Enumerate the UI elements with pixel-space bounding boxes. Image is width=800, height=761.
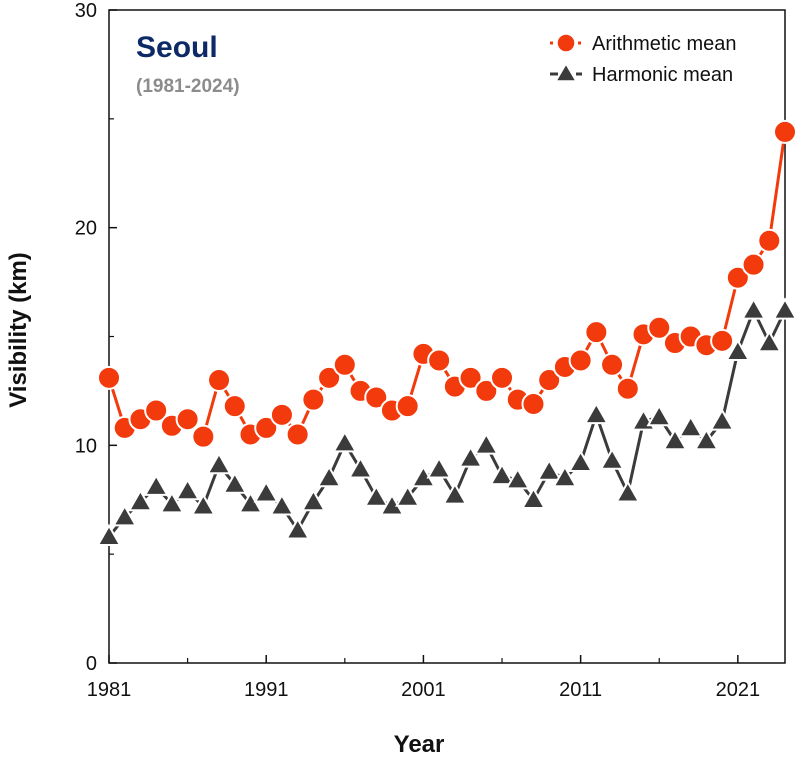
data-point-triangle bbox=[552, 464, 578, 488]
y-tick-label: 10 bbox=[75, 435, 97, 457]
data-point-triangle bbox=[143, 473, 169, 496]
data-point-circle bbox=[332, 352, 357, 377]
data-point-circle bbox=[427, 348, 452, 373]
data-point-triangle bbox=[127, 488, 154, 512]
data-point-triangle bbox=[473, 432, 500, 455]
data-point-circle bbox=[144, 398, 169, 423]
data-point-circle bbox=[490, 365, 515, 390]
legend-marker-circle bbox=[556, 33, 576, 53]
data-point-circle bbox=[301, 387, 326, 412]
data-point-circle bbox=[254, 415, 279, 440]
legend-marker-triangle bbox=[554, 62, 578, 82]
data-point-circle bbox=[97, 365, 121, 390]
data-point-circle bbox=[600, 352, 625, 377]
data-point-triangle bbox=[615, 480, 641, 503]
legend-item-arithmetic: Arithmetic mean bbox=[550, 33, 737, 55]
data-point-triangle bbox=[489, 462, 515, 486]
data-point-circle bbox=[269, 402, 294, 427]
legend: Arithmetic mean Harmonic mean bbox=[550, 33, 737, 86]
data-point-triangle bbox=[740, 297, 767, 320]
data-point-triangle bbox=[583, 401, 610, 425]
data-point-circle bbox=[317, 365, 342, 390]
data-point-triangle bbox=[159, 491, 185, 514]
data-point-triangle bbox=[284, 517, 311, 540]
data-point-triangle bbox=[662, 427, 688, 451]
data-point-triangle bbox=[111, 504, 138, 527]
data-point-circle bbox=[222, 394, 247, 419]
data-point-circle bbox=[773, 119, 797, 144]
data-point-circle bbox=[474, 378, 499, 403]
data-point-circle bbox=[364, 385, 389, 410]
data-point-triangle bbox=[520, 486, 547, 509]
x-tick-label: 1991 bbox=[244, 679, 289, 701]
x-tick-label: 1981 bbox=[87, 679, 132, 701]
data-point-triangle bbox=[504, 467, 531, 490]
data-point-circle bbox=[725, 265, 750, 290]
y-tick-label: 30 bbox=[75, 0, 97, 22]
data-point-triangle bbox=[709, 408, 735, 431]
chart-title: Seoul bbox=[136, 31, 218, 64]
series-arithmetic-mean bbox=[97, 119, 797, 449]
data-point-circle bbox=[757, 228, 782, 253]
data-point-triangle bbox=[599, 447, 625, 470]
legend-label-arithmetic: Arithmetic mean bbox=[592, 33, 737, 55]
data-point-circle bbox=[285, 422, 310, 447]
y-axis-title: Visibility (km) bbox=[5, 252, 32, 408]
data-point-triangle bbox=[756, 329, 783, 353]
legend-item-harmonic: Harmonic mean bbox=[550, 62, 733, 86]
data-point-triangle bbox=[442, 482, 468, 505]
data-point-triangle bbox=[237, 491, 264, 514]
data-point-triangle bbox=[253, 480, 279, 503]
data-point-triangle bbox=[332, 430, 358, 453]
data-point-triangle bbox=[457, 445, 484, 468]
legend-label-harmonic: Harmonic mean bbox=[592, 64, 733, 86]
y-tick-label: 0 bbox=[86, 653, 97, 675]
data-point-triangle bbox=[269, 493, 295, 516]
data-point-triangle bbox=[693, 427, 720, 451]
data-point-triangle bbox=[222, 471, 248, 494]
data-point-triangle bbox=[174, 477, 201, 501]
data-point-triangle bbox=[347, 456, 374, 479]
data-point-circle bbox=[191, 424, 216, 449]
data-point-triangle bbox=[646, 403, 672, 427]
data-point-circle bbox=[537, 368, 562, 393]
x-tick-label: 2021 bbox=[716, 679, 761, 701]
data-point-circle bbox=[568, 348, 593, 373]
data-point-triangle bbox=[772, 297, 798, 320]
data-point-triangle bbox=[725, 338, 751, 361]
data-point-triangle bbox=[363, 484, 390, 507]
data-point-triangle bbox=[316, 464, 342, 488]
data-point-circle bbox=[175, 407, 200, 432]
x-axis-title: Year bbox=[394, 731, 445, 758]
series-harmonic-mean bbox=[96, 297, 798, 546]
y-tick-label: 20 bbox=[75, 218, 97, 240]
data-point-triangle bbox=[536, 458, 562, 481]
data-point-triangle bbox=[567, 449, 594, 472]
data-point-circle bbox=[395, 394, 420, 419]
data-point-circle bbox=[521, 391, 546, 416]
axis-ticks: 0 10 20 30 1981 1991 2001 2011 2021 bbox=[75, 0, 760, 701]
data-point-circle bbox=[584, 320, 609, 345]
data-point-triangle bbox=[677, 414, 704, 438]
data-point-triangle bbox=[190, 493, 217, 516]
data-point-circle bbox=[458, 365, 483, 390]
data-point-triangle bbox=[394, 484, 421, 507]
data-point-circle bbox=[207, 368, 232, 393]
x-tick-label: 2011 bbox=[559, 679, 602, 701]
x-tick-label: 2001 bbox=[401, 679, 446, 701]
data-point-circle bbox=[647, 315, 672, 340]
chart-subtitle: (1981-2024) bbox=[136, 76, 240, 97]
data-point-circle bbox=[741, 252, 766, 277]
data-point-triangle bbox=[426, 456, 452, 479]
data-point-triangle bbox=[300, 488, 327, 512]
data-point-circle bbox=[615, 376, 640, 401]
series-layer bbox=[96, 119, 798, 546]
data-point-circle bbox=[710, 328, 735, 353]
data-point-triangle bbox=[206, 451, 232, 475]
data-point-triangle bbox=[96, 523, 122, 546]
